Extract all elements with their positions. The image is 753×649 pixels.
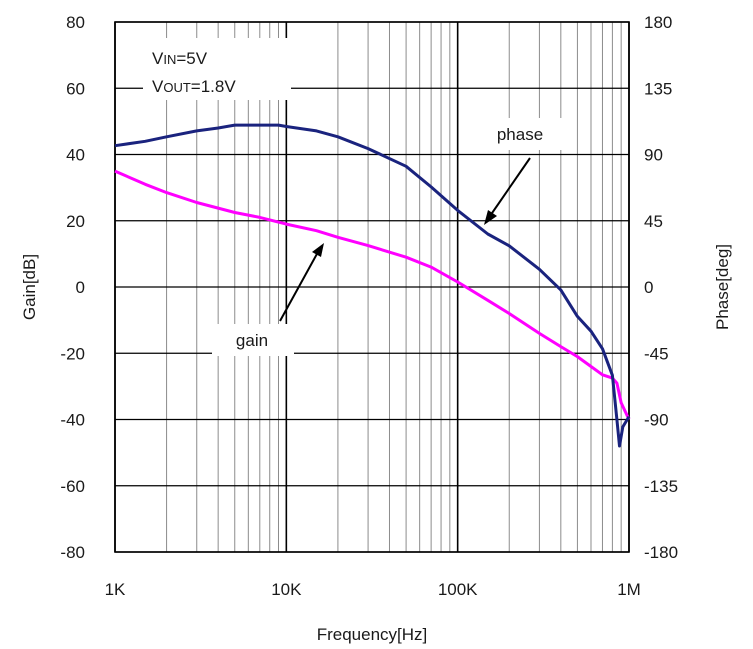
gain-arrow-shaft (279, 251, 319, 322)
y-right-tick-label: -90 (644, 411, 669, 430)
x-tick-label: 1K (105, 580, 126, 599)
grid-major (114, 21, 630, 553)
phase-label: phase (497, 125, 543, 144)
y-right-tick-label: 45 (644, 212, 663, 231)
gain-label-background (212, 324, 294, 356)
y-left-tick-label: -80 (60, 543, 85, 562)
phase-arrow-head (484, 210, 497, 225)
y-right-tick-label: -180 (644, 543, 678, 562)
y-right-tick-label: -135 (644, 477, 678, 496)
y-left-tick-label: -20 (60, 344, 85, 363)
x-tick-label: 1M (617, 580, 641, 599)
y-left-tick-label: 60 (66, 79, 85, 98)
x-tick-label: 10K (271, 580, 302, 599)
conditions-background (143, 38, 291, 100)
conditions-box: VIN=5V VOUT=1.8V (143, 38, 291, 100)
y-right-tick-label: -45 (644, 344, 669, 363)
series-layer (114, 123, 631, 448)
y-right-tick-label: 135 (644, 79, 672, 98)
annotation-gain: gain (212, 243, 324, 356)
x-tick-labels: 1K 10K 100K 1M (105, 580, 641, 599)
series-line-gain (114, 169, 631, 421)
x-tick-label: 100K (438, 580, 478, 599)
y-left-tick-label: 80 (66, 13, 85, 32)
y-right-tick-label: 0 (644, 278, 653, 297)
y-left-tick-labels: 80 60 40 20 0 -20 -40 -60 -80 (60, 13, 85, 562)
y-left-tick-label: 0 (76, 278, 85, 297)
y-right-axis-title: Phase[deg] (713, 244, 732, 330)
condition-vout: VOUT=1.8V (152, 77, 236, 96)
phase-label-background (478, 118, 562, 150)
y-left-tick-label: -60 (60, 477, 85, 496)
phase-arrow-shaft (489, 157, 531, 217)
y-left-tick-label: 20 (66, 212, 85, 231)
x-axis-title: Frequency[Hz] (317, 625, 428, 644)
gain-arrow-head (312, 243, 324, 257)
y-left-tick-label: -40 (60, 411, 85, 430)
plot-frame (114, 21, 630, 553)
y-right-tick-label: 180 (644, 13, 672, 32)
gain-label: gain (236, 331, 268, 350)
condition-vin: VIN=5V (152, 49, 208, 68)
y-right-tick-label: 90 (644, 146, 663, 165)
y-right-tick-labels: 180 135 90 45 0 -45 -90 -135 -180 (644, 13, 678, 562)
y-left-tick-label: 40 (66, 146, 85, 165)
y-left-axis-title: Gain[dB] (20, 254, 39, 320)
series-line-phase (114, 123, 631, 448)
annotation-phase: phase (478, 118, 562, 225)
